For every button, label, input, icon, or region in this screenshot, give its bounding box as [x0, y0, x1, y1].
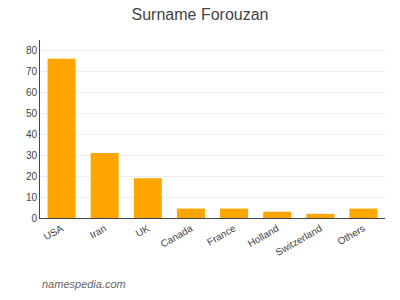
- svg-text:40: 40: [26, 129, 38, 140]
- svg-text:0: 0: [31, 213, 37, 224]
- svg-text:70: 70: [26, 66, 38, 77]
- svg-text:France: France: [205, 222, 238, 247]
- svg-text:60: 60: [26, 87, 38, 98]
- svg-text:USA: USA: [42, 222, 66, 242]
- svg-text:50: 50: [26, 108, 38, 119]
- svg-text:10: 10: [26, 192, 38, 203]
- svg-text:UK: UK: [134, 222, 152, 239]
- svg-text:80: 80: [26, 45, 38, 56]
- svg-text:Canada: Canada: [159, 222, 195, 249]
- svg-text:30: 30: [26, 150, 38, 161]
- svg-text:Surname Forouzan: Surname Forouzan: [132, 6, 269, 23]
- svg-text:Holland: Holland: [246, 223, 281, 249]
- svg-text:Others: Others: [335, 223, 366, 248]
- svg-text:Iran: Iran: [88, 223, 108, 241]
- svg-text:Switzerland: Switzerland: [274, 223, 324, 258]
- svg-text:20: 20: [26, 171, 38, 182]
- svg-text:namespedia.com: namespedia.com: [42, 278, 126, 290]
